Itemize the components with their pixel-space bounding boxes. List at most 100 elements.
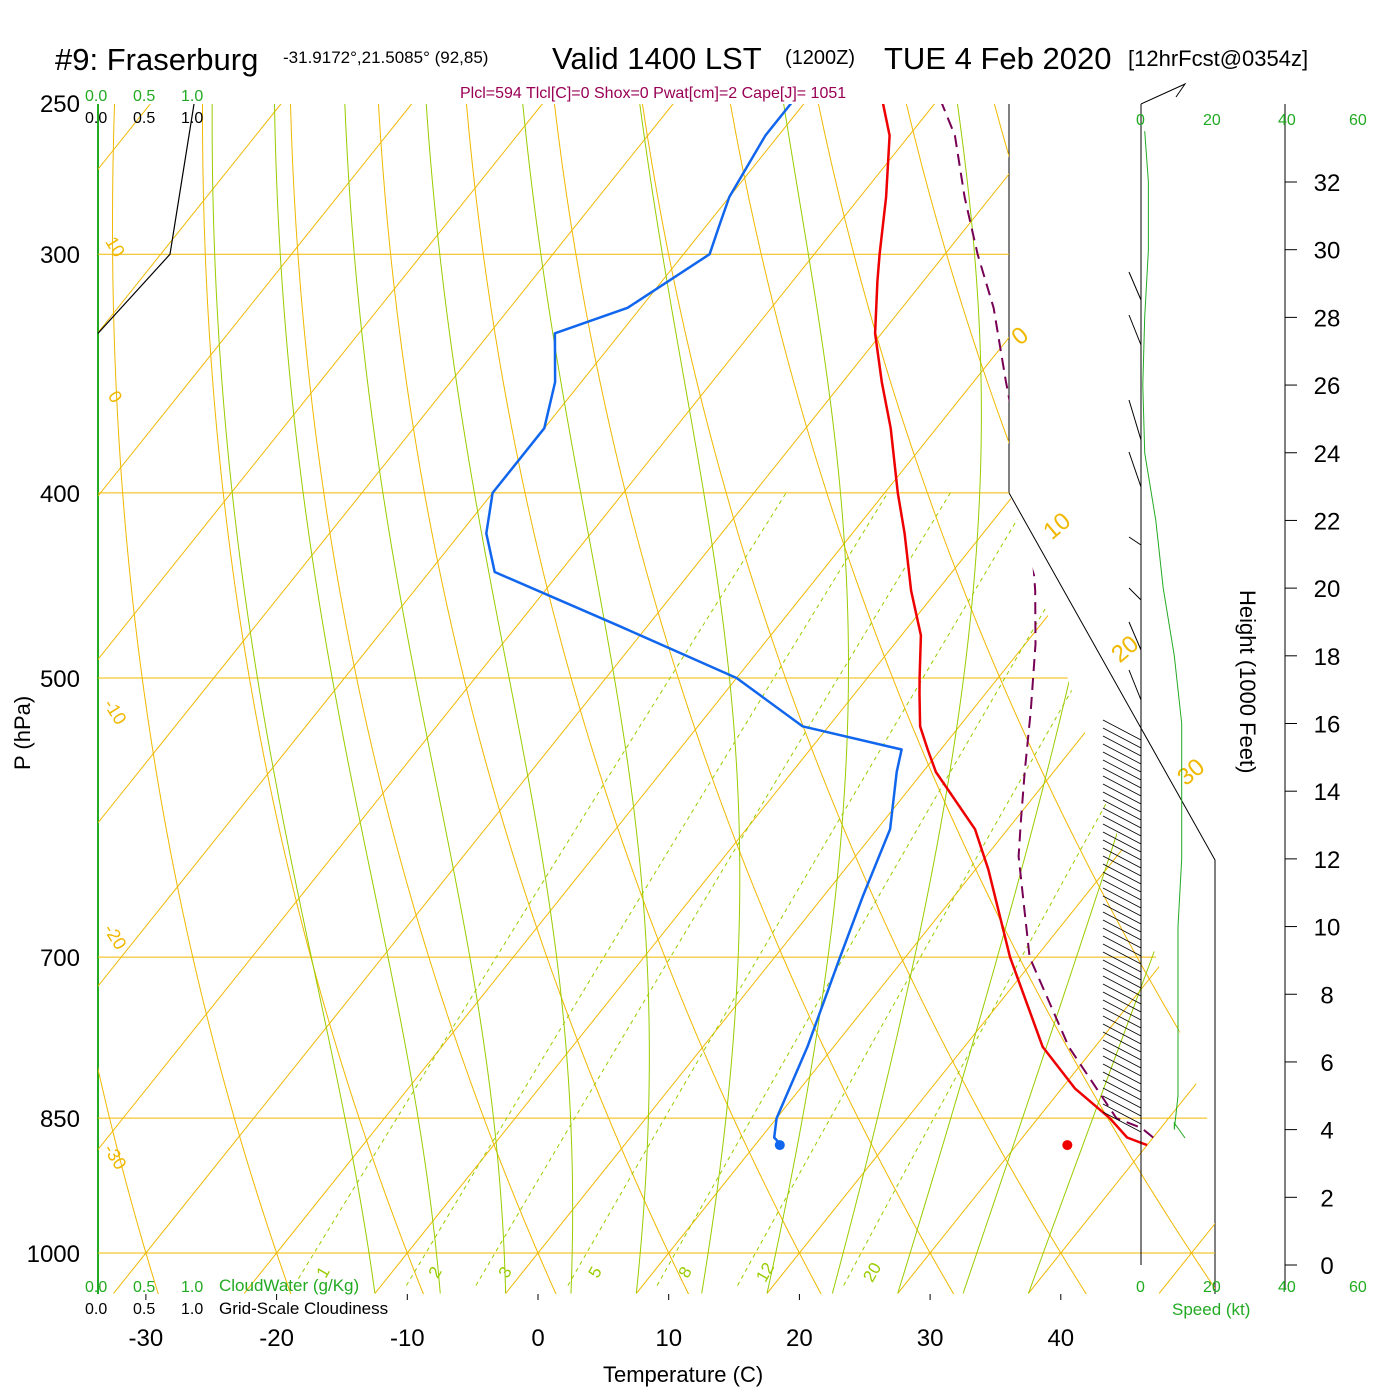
- dewpoint-surface-marker: [774, 1140, 785, 1151]
- wind-barb: [1102, 967, 1142, 989]
- height-tick-label: 2: [1320, 1185, 1333, 1212]
- mixing-ratio-label: 8: [675, 1263, 696, 1281]
- cloudwater-tick-bottom-2: 1.0: [181, 1279, 203, 1296]
- x-axis-title: Temperature (C): [603, 1362, 763, 1387]
- wind-barb: [1102, 823, 1142, 845]
- utc-time: (1200Z): [785, 47, 855, 69]
- isotherm-line: [98, 104, 544, 1294]
- dry-adiabat-line: [641, 104, 1092, 1294]
- moist-adiabat-line: [273, 104, 441, 1294]
- x-tick-label: -10: [390, 1325, 425, 1352]
- cloudiness-tick-bottom-2: 1.0: [181, 1301, 203, 1318]
- cloudiness-tick-bottom-1: 0.5: [133, 1301, 155, 1318]
- speed-tick-bottom-2: 40: [1278, 1279, 1296, 1296]
- wind-barb: [1102, 735, 1142, 757]
- wind-barb: [1102, 911, 1142, 933]
- height-tick-label: 18: [1314, 644, 1341, 671]
- moist-adiabat-line: [639, 104, 741, 1294]
- cloudwater-tick-bottom-1: 0.5: [133, 1279, 155, 1296]
- speed-label: Speed (kt): [1172, 1300, 1250, 1319]
- pressure-tick-label: 850: [40, 1106, 80, 1133]
- wind-barb: [1102, 1071, 1142, 1093]
- wind-barb: [1102, 959, 1142, 981]
- mixing-ratio-line: [567, 492, 1034, 1286]
- height-tick-label: 10: [1314, 915, 1341, 942]
- isotherm-label: -20: [100, 920, 131, 953]
- dry-adiabat-label: 30: [1172, 753, 1210, 791]
- moist-adiabat-line: [344, 104, 507, 1294]
- wind-barb: [1128, 451, 1142, 488]
- moist-adiabat-line: [425, 104, 574, 1294]
- wind-barb: [1102, 1039, 1142, 1061]
- wind-barb: [1102, 863, 1142, 885]
- wind-barb: [1102, 1103, 1142, 1125]
- wind-barb: [1128, 314, 1142, 346]
- cloudiness-label: Grid-Scale Cloudiness: [219, 1299, 388, 1318]
- cloudiness-profile-line: [97, 103, 195, 334]
- dry-adiabat-label: 0: [1006, 322, 1034, 351]
- station-coords: -31.9172°,21.5085° (92,85): [283, 48, 488, 67]
- mixing-ratio-line: [475, 492, 951, 1286]
- dry-adiabat-label: 20: [1106, 630, 1144, 668]
- isotherm-line: [98, 104, 675, 1294]
- moist-adiabat-line: [831, 104, 982, 1294]
- mixing-ratio-label: 12: [752, 1259, 778, 1285]
- dry-adiabat-line: [111, 104, 294, 1294]
- wind-barb: [1102, 727, 1142, 749]
- cloudiness-tick-top-0: 0.0: [85, 110, 107, 127]
- x-tick-label: -20: [259, 1325, 294, 1352]
- wind-barb: [1128, 536, 1142, 546]
- x-tick-label: 30: [917, 1325, 944, 1352]
- wind-barb: [1102, 815, 1142, 837]
- wind-barb: [1102, 895, 1142, 917]
- isotherm-line: [374, 104, 1215, 1294]
- wind-barb: [1102, 975, 1142, 997]
- wind-barb: [1102, 871, 1142, 893]
- dry-adiabat-line: [202, 104, 427, 1294]
- wind-barb: [1102, 1055, 1142, 1077]
- wind-barb: [1102, 847, 1142, 869]
- wind-barb: [1102, 1111, 1142, 1133]
- station-title: #9: Fraserburg: [55, 42, 258, 77]
- isotherm-line: [1158, 104, 1215, 1294]
- dry-adiabat-line: [289, 104, 560, 1294]
- isotherm-line: [98, 104, 805, 1294]
- wind-barb: [1102, 719, 1142, 741]
- mixing-ratio-label: 5: [585, 1263, 606, 1281]
- pressure-tick-label: 400: [40, 481, 80, 508]
- isotherm-line: [243, 104, 1197, 1294]
- mixing-ratio-line: [843, 492, 1215, 1286]
- height-tick-label: 8: [1320, 982, 1333, 1009]
- wind-barb: [1102, 807, 1142, 829]
- height-tick-label: 26: [1314, 373, 1341, 400]
- cloudwater-tick-top-2: 1.0: [181, 88, 203, 105]
- cloudiness-tick-bottom-0: 0.0: [85, 1301, 107, 1318]
- wind-barb: [1102, 1063, 1142, 1085]
- moist-adiabat-line: [766, 104, 849, 1294]
- wind-barb: [1102, 855, 1142, 877]
- thermo-grid: [98, 104, 1215, 1294]
- dry-adiabat-label: 10: [1038, 507, 1076, 545]
- wind-barb-top: [1140, 82, 1187, 105]
- plot-border: [1008, 104, 1216, 1294]
- isotherm-line: [98, 104, 283, 1294]
- pressure-tick-label: 250: [40, 91, 80, 118]
- height-tick-label: 24: [1314, 441, 1341, 468]
- dry-adiabat-line: [729, 104, 1215, 1294]
- cloudwater-label: CloudWater (g/Kg): [219, 1276, 359, 1295]
- height-tick-label: 6: [1320, 1050, 1333, 1077]
- dewpoint-profile-line: [485, 104, 903, 1146]
- moist-adiabat-line: [1027, 104, 1215, 1294]
- height-tick-label: 16: [1314, 712, 1341, 739]
- isotherm-label: 10: [101, 233, 129, 261]
- wind-barb: [1102, 743, 1142, 765]
- x-tick-label: 40: [1047, 1325, 1074, 1352]
- speed-tick-top-3: 60: [1349, 112, 1367, 129]
- wind-barb: [1102, 751, 1142, 773]
- isotherm-line: [766, 104, 1215, 1294]
- speed-tick-top-2: 40: [1278, 112, 1296, 129]
- height-tick-label: 0: [1320, 1253, 1333, 1280]
- wind-barb: [1102, 1047, 1142, 1069]
- cloudwater-tick-top-1: 0.5: [133, 88, 155, 105]
- wind-barb: [1102, 943, 1142, 965]
